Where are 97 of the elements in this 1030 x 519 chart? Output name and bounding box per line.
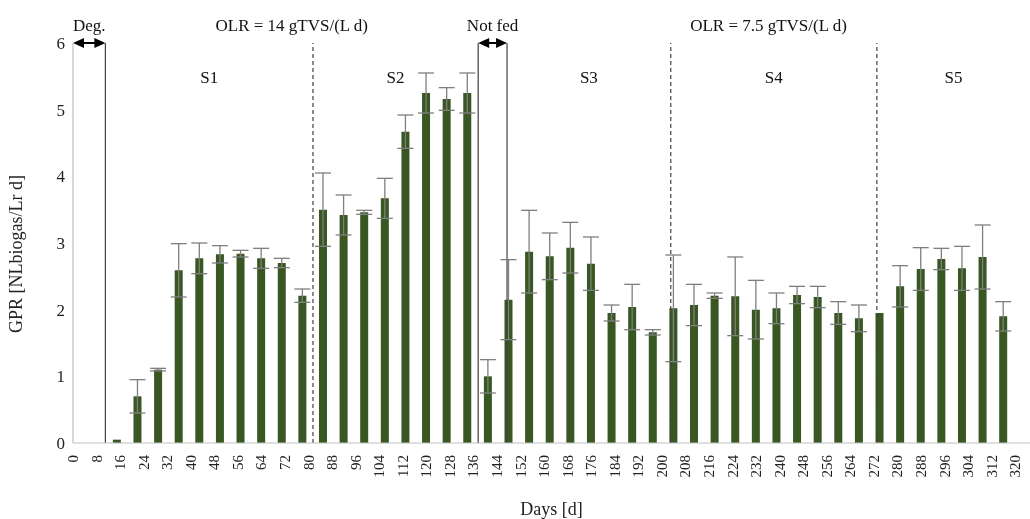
x-tick-label: 304 bbox=[960, 454, 977, 478]
x-tick-label: 256 bbox=[818, 454, 835, 478]
y-tick-label: 2 bbox=[56, 300, 65, 320]
bar bbox=[731, 296, 740, 443]
x-tick-label: 320 bbox=[1007, 455, 1024, 478]
text: OLR = 14 gTVS/(L d) bbox=[215, 16, 369, 35]
bar bbox=[339, 215, 348, 443]
x-tick-label: 88 bbox=[324, 455, 341, 470]
bar bbox=[360, 212, 369, 443]
bar bbox=[978, 257, 987, 443]
bar bbox=[834, 313, 843, 443]
bar bbox=[628, 307, 637, 443]
x-tick-label: 248 bbox=[795, 455, 812, 478]
y-tick-label: 5 bbox=[56, 100, 65, 120]
x-tick-label: 32 bbox=[159, 455, 176, 470]
bar bbox=[401, 131, 410, 443]
annotation: S3 bbox=[579, 68, 598, 87]
text: OLR = 7.5 gTVS/(L d) bbox=[690, 16, 847, 35]
x-tick-label: 0 bbox=[65, 455, 81, 463]
bar bbox=[772, 308, 781, 443]
bar bbox=[154, 369, 163, 443]
bar bbox=[174, 270, 183, 443]
y-tick-label: 3 bbox=[56, 234, 65, 254]
x-axis-title: Days [d] bbox=[520, 499, 583, 519]
x-tick-label: 216 bbox=[701, 454, 718, 478]
x-tick-label: 24 bbox=[135, 454, 152, 470]
x-tick-label: 168 bbox=[559, 455, 576, 478]
x-tick-label: 8 bbox=[88, 455, 105, 463]
x-tick-label: 312 bbox=[983, 455, 1000, 478]
y-tick-label: 1 bbox=[56, 367, 65, 387]
x-tick-label: 48 bbox=[206, 455, 223, 470]
bar bbox=[566, 247, 575, 443]
x-tick-label: 264 bbox=[842, 454, 859, 478]
bar bbox=[999, 316, 1008, 443]
x-tick-label: 152 bbox=[512, 455, 529, 478]
bar bbox=[690, 305, 699, 443]
x-tick-label: 128 bbox=[441, 455, 458, 478]
x-tick-label: 224 bbox=[724, 454, 741, 478]
x-tick-label: 288 bbox=[913, 455, 930, 478]
annotation: S5 bbox=[944, 68, 963, 87]
x-tick-label: 72 bbox=[277, 455, 294, 470]
y-tick-label: 6 bbox=[56, 34, 65, 54]
annotation: S2 bbox=[386, 68, 405, 87]
bar bbox=[215, 254, 224, 443]
x-tick-label: 64 bbox=[253, 454, 270, 470]
bar bbox=[257, 258, 266, 443]
x-tick-label: 136 bbox=[465, 454, 482, 478]
x-tick-label: 240 bbox=[771, 455, 788, 478]
x-tick-label: 16 bbox=[112, 454, 129, 470]
bar bbox=[277, 263, 286, 443]
x-tick-label: 56 bbox=[229, 454, 246, 470]
bar bbox=[648, 332, 657, 443]
bar bbox=[545, 256, 554, 443]
bar bbox=[236, 253, 245, 443]
x-tick-label: 280 bbox=[889, 455, 906, 478]
bar bbox=[318, 209, 327, 443]
x-tick-label: 104 bbox=[371, 454, 388, 478]
x-tick-label: 120 bbox=[418, 455, 435, 478]
x-tick-label: 80 bbox=[300, 455, 317, 470]
x-tick-label: 296 bbox=[936, 454, 953, 478]
x-tick-label: 160 bbox=[536, 455, 553, 478]
x-tick-label: 272 bbox=[865, 455, 882, 478]
bar bbox=[380, 198, 389, 443]
x-tick-label: 112 bbox=[394, 455, 411, 477]
bar bbox=[937, 259, 946, 443]
x-tick-label: 192 bbox=[630, 455, 647, 478]
bar bbox=[422, 93, 431, 443]
y-axis-title: GPR [NLbiogas/Lr d] bbox=[6, 175, 27, 333]
y-tick-label: 4 bbox=[56, 167, 66, 187]
bar bbox=[525, 251, 534, 443]
x-tick-label: 96 bbox=[347, 454, 364, 470]
x-tick-label: 184 bbox=[606, 454, 623, 478]
bar bbox=[813, 297, 822, 443]
bar bbox=[586, 263, 595, 443]
bar bbox=[710, 295, 719, 443]
bar bbox=[916, 269, 925, 443]
bar bbox=[463, 93, 472, 443]
bar bbox=[896, 286, 905, 443]
x-tick-label: 208 bbox=[677, 455, 694, 478]
bar bbox=[751, 309, 760, 443]
annotation: S1 bbox=[200, 68, 219, 87]
x-tick-label: 200 bbox=[653, 455, 670, 478]
bar bbox=[298, 295, 307, 443]
text: Deg. bbox=[72, 16, 106, 35]
x-tick-label: 232 bbox=[748, 455, 765, 478]
bar bbox=[793, 295, 802, 443]
bar bbox=[133, 396, 142, 443]
bar bbox=[442, 99, 451, 443]
bar bbox=[957, 268, 966, 443]
annotation: S4 bbox=[764, 68, 784, 87]
x-tick-label: 144 bbox=[489, 454, 506, 478]
x-tick-label: 40 bbox=[182, 455, 199, 470]
x-tick-label: 176 bbox=[583, 454, 600, 478]
bar bbox=[195, 258, 204, 443]
bar bbox=[607, 313, 616, 443]
bar bbox=[854, 318, 863, 443]
text: Not fed bbox=[466, 16, 519, 35]
